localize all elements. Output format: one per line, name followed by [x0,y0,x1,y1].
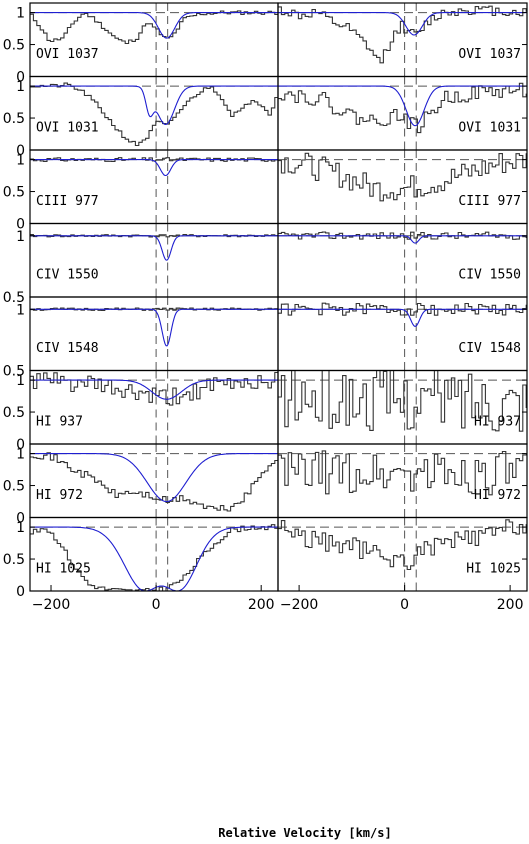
ion-label: CIV 1550 [36,268,99,283]
x-tick-label: 200 [497,597,524,613]
ion-label: CIII 977 [36,194,99,209]
y-tick-label: 1 [16,6,25,22]
y-tick-label: 0 [16,437,25,453]
y-tick-label: 0.5 [3,479,25,495]
ion-label: CIV 1548 [458,341,521,356]
ion-label: OVI 1037 [458,47,521,62]
model-fit-curve [30,85,278,125]
ion-label: CIV 1550 [458,268,521,283]
y-tick-label: 1 [16,373,25,389]
ion-label: HI 972 [474,488,521,503]
ion-label: HI 972 [36,488,83,503]
panel-frame [29,443,279,519]
y-tick-label: 1 [16,229,25,245]
data-histogram [278,82,527,134]
model-fit-curve [30,159,278,177]
data-histogram [278,450,527,496]
panel-frame [29,222,279,298]
data-histogram [30,82,278,147]
y-tick-label: 0 [16,70,25,86]
y-tick-label: 0.5 [3,552,25,568]
y-tick-label: 1 [16,520,25,536]
data-histogram [278,152,527,202]
x-tick-label: −200 [32,597,70,613]
panel-frame [277,516,528,592]
x-tick-label: 200 [248,597,275,613]
x-tick-label: 0 [152,597,161,613]
data-histogram [278,369,527,432]
y-tick-label: 1 [16,302,25,318]
y-tick-label: 1 [16,153,25,169]
y-tick-label: 0 [16,584,25,600]
model-fit-curve [30,235,278,261]
data-histogram [30,371,278,406]
data-histogram [30,10,278,45]
x-tick-label: −200 [280,597,318,613]
model-fit-curve [30,526,278,592]
ion-label: HI 1025 [36,562,91,577]
y-tick-label: 0.5 [3,38,25,54]
ion-label: HI 937 [36,415,83,430]
panel-frame [277,2,528,78]
panel-frame [277,149,528,225]
data-histogram [278,302,527,316]
y-tick-label: 0 [16,511,25,527]
data-histogram [30,452,278,512]
y-tick-label: 1 [16,447,25,463]
model-fit-curve [30,379,278,400]
data-histogram [278,519,527,571]
x-axis-label: Relative Velocity [km/s] [218,826,391,840]
model-fit-curve [278,12,527,36]
ion-label: CIII 977 [458,194,521,209]
model-fit-curve [30,453,278,503]
y-tick-label: 0 [16,143,25,159]
ion-label: HI 937 [474,415,521,430]
ion-label: HI 1025 [466,562,521,577]
model-fit-curve [278,235,527,244]
data-histogram [30,524,278,592]
data-histogram [278,5,527,64]
panel-frame [277,296,528,372]
ion-label: OVI 1037 [36,47,99,62]
y-tick-label: 0 [16,217,25,233]
y-tick-label: 1 [16,79,25,95]
y-tick-label: 0.5 [3,290,25,306]
model-fit-curve [30,308,278,347]
y-tick-label: 0.5 [3,185,25,201]
model-fit-curve [278,85,527,127]
y-tick-label: 0.5 [3,111,25,127]
ion-label: CIV 1548 [36,341,99,356]
ion-label: OVI 1031 [458,121,521,136]
model-fit-curve [30,12,278,39]
x-tick-label: 0 [400,597,409,613]
y-tick-label: 0.5 [3,364,25,380]
y-tick-label: 0.5 [3,405,25,421]
model-fit-curve [278,308,527,327]
ion-label: OVI 1031 [36,121,99,136]
